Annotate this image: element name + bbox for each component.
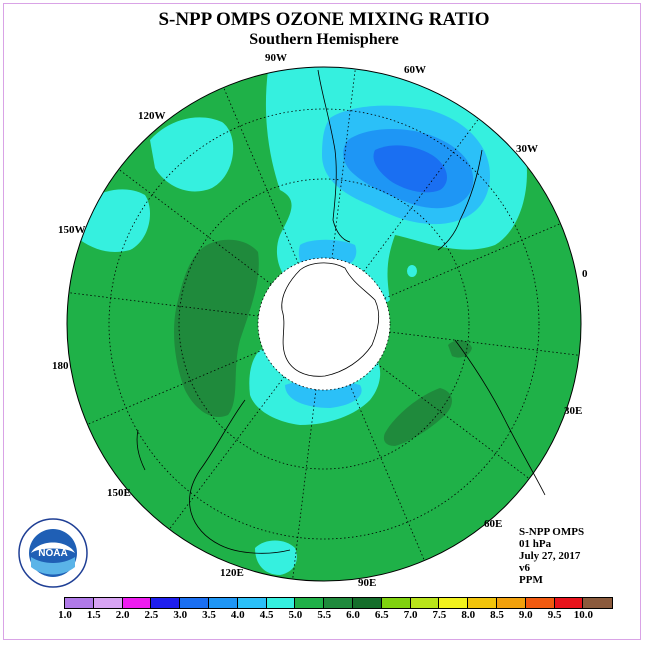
info-version: v6 [519,562,530,574]
longitude-label: 0 [582,268,588,280]
info-level: 01 hPa [519,538,552,550]
colorbar-swatch [583,598,613,608]
colorbar-tick-label: 7.5 [432,609,447,621]
ozone-contour-dark-west [174,239,259,418]
colorbar-tick-label: 10.0 [573,609,594,621]
colorbar-tick-label: 5.5 [317,609,332,621]
noaa-logo-text: NOAA [38,548,67,559]
colorbar-tick-label: 7.0 [403,609,418,621]
ozone-contour-cyan-w [80,189,150,252]
coastline-antarctica [281,262,380,377]
colorbar-swatch [554,598,584,608]
colorbar-tick-label: 6.5 [374,609,389,621]
colorbar-swatch [65,598,94,608]
ozone-contour-cyan-blob [407,265,417,277]
coastline-new-zealand [136,429,146,471]
colorbar-swatch [237,598,267,608]
colorbar-swatch [122,598,152,608]
noaa-logo-wave [31,557,75,575]
colorbar-swatch [468,598,497,608]
ozone-contour-cyan-se [255,540,297,575]
colorbar-swatch [208,598,238,608]
colorbar-tick-label: 2.0 [115,609,130,621]
map-subtitle: Southern Hemisphere [249,31,399,48]
map-title: S-NPP OMPS OZONE MIXING RATIO [158,9,490,30]
colorbar-swatch [295,598,325,608]
colorbar-swatch [93,598,123,608]
colorbar-tick-label: 1.5 [86,609,101,621]
noaa-logo-gull [31,542,75,553]
latitude-circle [108,108,540,540]
colorbar-tick-label: 8.0 [461,609,476,621]
longitude-label: 150W [58,224,86,236]
colorbar-swatch [381,598,411,608]
map-info-block: S-NPP OMPS 01 hPa July 27, 2017 v6 PPM [519,526,584,586]
colorbar-tick-label: 9.5 [547,609,562,621]
longitude-label: 90E [358,577,377,589]
lat-lon-grid [108,108,540,540]
ozone-contour-dark-east [383,388,452,446]
colorbar-tick-label: 9.0 [518,609,533,621]
coastlines [136,69,546,554]
coastline-south-america [317,69,351,243]
longitude-label: 30E [564,405,583,417]
colorbar [64,597,614,609]
colorbar-swatch [266,598,296,608]
longitude-label: 120E [220,567,244,579]
noaa-logo: NOAA [18,518,88,588]
colorbar-swatch [352,598,382,608]
ozone-contour-3-0 [373,145,447,193]
ozone-contour-cyan-nw [150,117,234,192]
info-date: July 27, 2017 [519,550,581,562]
colorbar-tick-label: 1.0 [58,609,72,621]
colorbar-tick-label: 8.5 [490,609,504,621]
longitude-label: 60E [484,518,503,530]
coastline-indian-ocean [454,339,546,496]
colorbar-swatch [496,598,526,608]
longitude-label: 120W [138,110,166,122]
colorbar-swatch [439,598,469,608]
colorbar-swatch [180,598,209,608]
longitude-label: 90W [265,52,287,64]
polar-data-gap [258,258,390,390]
colorbar-tick-label: 4.0 [230,609,245,621]
colorbar-tick-label: 5.0 [288,609,303,621]
latitude-circle [257,257,391,391]
colorbar-tick-label: 4.5 [259,609,274,621]
colorbar-swatch [525,598,555,608]
colorbar-tick-label: 2.5 [144,609,159,621]
colorbar-tick-label: 3.0 [173,609,188,621]
latitude-circle [178,178,470,470]
map-boundary [66,66,582,582]
longitude-label: 180 [52,360,69,372]
coastline-australia [189,399,291,554]
colorbar-tick-label: 6.0 [346,609,360,621]
colorbar-swatch [324,598,353,608]
colorbar-swatch [151,598,181,608]
info-units: PPM [519,574,543,586]
colorbar-tick-label: 3.5 [202,609,216,621]
longitude-label: 30W [516,143,538,155]
coastline-africa [437,149,483,251]
info-instrument: S-NPP OMPS [519,526,585,538]
longitude-label: 150E [107,487,131,499]
colorbar-swatch [410,598,440,608]
longitude-label: 60W [404,64,426,76]
page-frame [3,3,641,640]
